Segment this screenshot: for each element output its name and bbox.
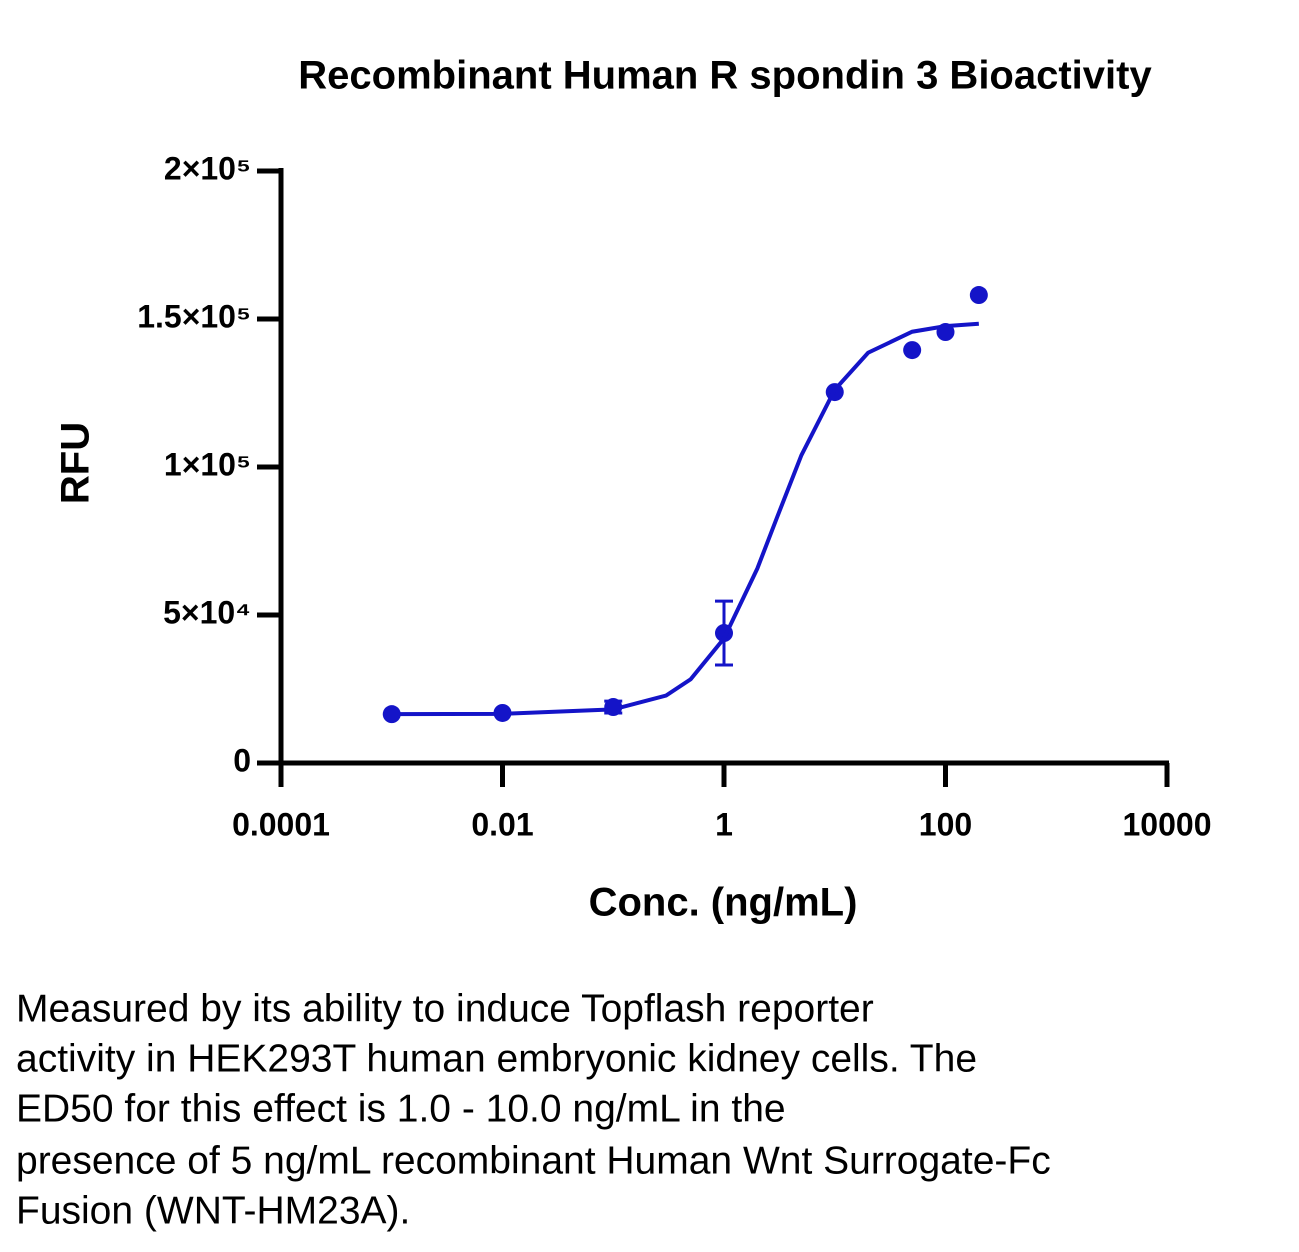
y-axis-title: RFU	[54, 422, 98, 504]
x-tick-label: 10000	[1123, 806, 1212, 842]
caption-line: Fusion (WNT-HM23A).	[16, 1189, 410, 1232]
chart-title: Recombinant Human R spondin 3 Bioactivit…	[298, 54, 1152, 98]
y-tick-label: 2×10⁵	[164, 150, 251, 186]
caption-line: ED50 for this effect is 1.0 - 10.0 ng/mL…	[16, 1087, 786, 1130]
caption-line: activity in HEK293T human embryonic kidn…	[16, 1037, 977, 1080]
y-tick-label: 1×10⁵	[164, 446, 251, 482]
fit-curve	[391, 321, 979, 717]
y-tick-label: 1.5×10⁵	[137, 298, 251, 334]
data-point	[969, 286, 988, 305]
caption-line: presence of 5 ng/mL recombinant Human Wn…	[16, 1139, 1051, 1182]
y-tick-label: 5×10⁴	[163, 594, 251, 630]
data-point	[903, 341, 922, 360]
x-tick-label: 0.0001	[232, 806, 330, 842]
x-axis-title: Conc. (ng/mL)	[589, 881, 858, 925]
caption-line: Measured by its ability to induce Topfla…	[16, 987, 874, 1030]
x-tick-label: 100	[919, 806, 972, 842]
y-tick-label: 0	[233, 742, 251, 778]
x-tick-label: 1	[715, 806, 733, 842]
x-tick-label: 0.01	[471, 806, 533, 842]
